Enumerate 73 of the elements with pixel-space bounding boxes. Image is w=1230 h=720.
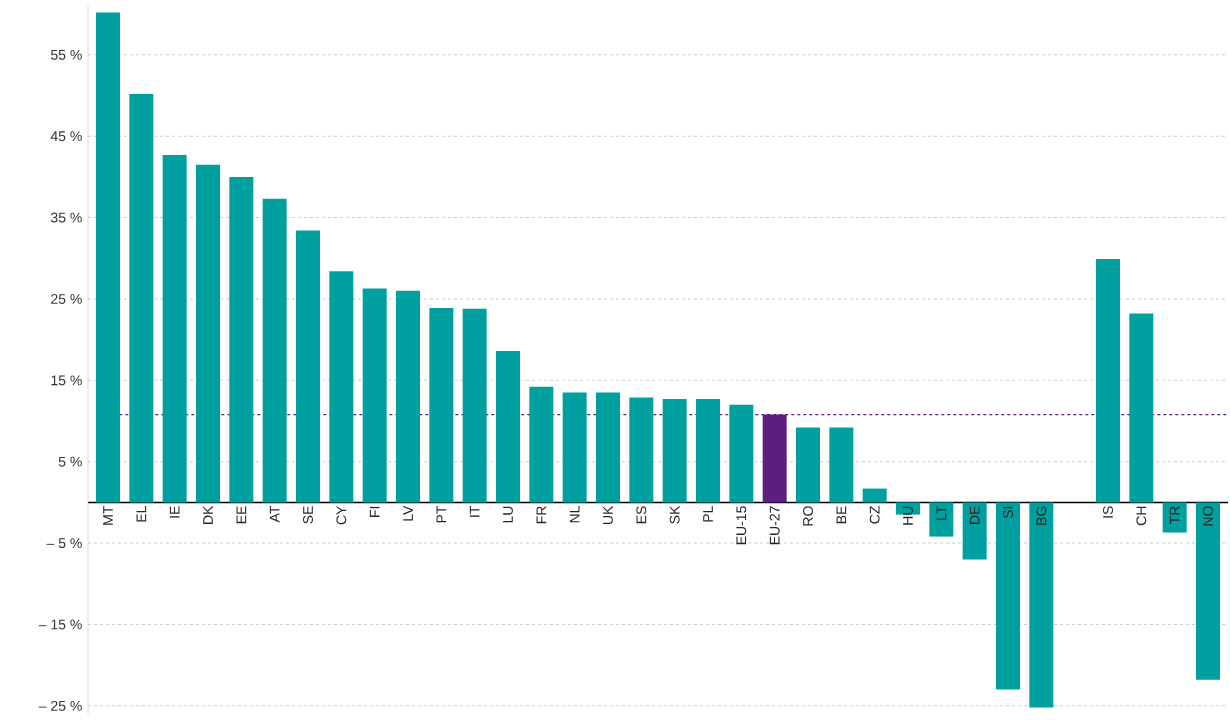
x-tick-label: LV bbox=[403, 505, 413, 521]
x-tick-label: MT bbox=[103, 505, 113, 525]
y-tick-label: 55 % bbox=[50, 49, 82, 60]
bar bbox=[96, 12, 120, 503]
x-tick-label: SI bbox=[1003, 506, 1013, 519]
x-tick-label: LU bbox=[503, 506, 513, 523]
x-tick-label: CZ bbox=[869, 506, 880, 524]
bar bbox=[429, 307, 454, 503]
y-tick-label: 5 % bbox=[58, 456, 82, 467]
x-tick-label: DK bbox=[203, 505, 213, 524]
bar bbox=[329, 271, 354, 503]
bar bbox=[629, 397, 654, 503]
bar bbox=[1129, 313, 1154, 503]
x-tick-label: BG bbox=[1036, 506, 1047, 525]
bar bbox=[162, 154, 187, 503]
x-tick-label: EE bbox=[236, 506, 247, 524]
x-tick-label: AT bbox=[269, 505, 280, 523]
bar bbox=[1029, 502, 1054, 708]
x-tick-label: IE bbox=[169, 506, 180, 518]
bar bbox=[262, 198, 287, 503]
y-tick-label: – 15 % bbox=[38, 619, 82, 630]
bar bbox=[529, 386, 554, 503]
x-tick-label: PT bbox=[436, 505, 447, 523]
y-tick-label: 35 % bbox=[50, 212, 82, 223]
x-tick-label: LT bbox=[936, 505, 947, 520]
x-tick-label: NO bbox=[1203, 506, 1213, 526]
bar bbox=[129, 93, 154, 503]
bar bbox=[962, 502, 987, 560]
bar bbox=[696, 399, 720, 503]
x-tick-label: DE bbox=[969, 506, 980, 524]
x-tick-label: FR bbox=[536, 506, 547, 524]
bar bbox=[662, 399, 687, 503]
bar bbox=[596, 392, 620, 503]
bar bbox=[396, 290, 420, 503]
bar bbox=[829, 427, 854, 503]
x-tick-label: SE bbox=[303, 506, 313, 524]
y-tick-label: 15 % bbox=[51, 375, 82, 386]
y-tick-label: 25 % bbox=[51, 294, 82, 304]
bar bbox=[929, 502, 954, 537]
bar bbox=[996, 502, 1020, 690]
x-tick-label: TR bbox=[1169, 506, 1180, 524]
bar bbox=[1162, 502, 1187, 533]
bar bbox=[362, 288, 387, 503]
bar bbox=[196, 164, 220, 503]
x-tick-label: RO bbox=[803, 506, 813, 526]
bar bbox=[296, 230, 320, 503]
x-tick-label: PL bbox=[703, 506, 713, 522]
bar bbox=[729, 404, 754, 503]
bar bbox=[1096, 259, 1120, 503]
x-tick-label: FI bbox=[369, 506, 380, 517]
bar bbox=[796, 427, 820, 503]
x-tick-label: HU bbox=[903, 506, 913, 525]
x-tick-label: EL bbox=[136, 506, 147, 522]
x-tick-label: NL bbox=[569, 506, 580, 523]
bar bbox=[562, 392, 587, 503]
x-tick-label: EU-15 bbox=[736, 506, 747, 545]
bar bbox=[1196, 502, 1220, 680]
y-tick-label: 45 % bbox=[50, 131, 82, 142]
y-tick-label: – 5 % bbox=[46, 538, 82, 549]
bar bbox=[462, 308, 487, 503]
x-tick-label: EU-27 bbox=[769, 506, 780, 545]
x-tick-label: IS bbox=[1103, 506, 1113, 518]
x-tick-label: BE bbox=[836, 506, 847, 524]
bar bbox=[229, 176, 254, 503]
x-tick-label: CY bbox=[336, 505, 347, 525]
x-tick-label: ES bbox=[636, 506, 647, 524]
bar bbox=[496, 351, 520, 503]
x-tick-label: IT bbox=[469, 505, 480, 517]
x-tick-label: CH bbox=[1136, 506, 1147, 526]
x-tick-label: UK bbox=[603, 505, 613, 524]
y-tick-label: – 25 % bbox=[38, 700, 82, 711]
x-tick-label: SK bbox=[669, 505, 680, 524]
bar bbox=[862, 488, 887, 503]
